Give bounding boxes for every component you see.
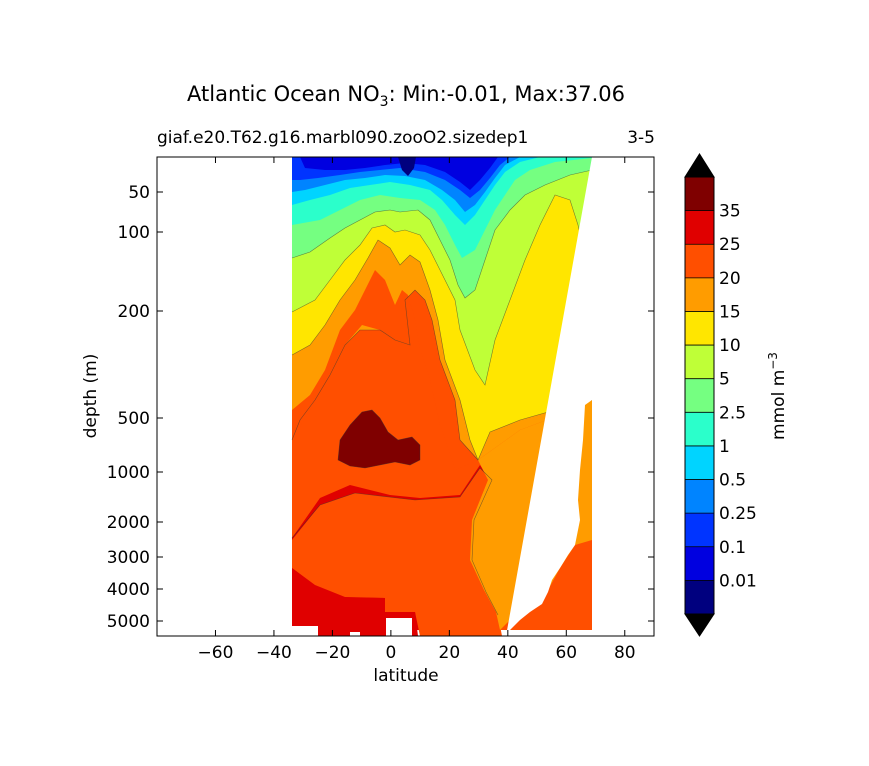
y-tick-label: 2000 <box>107 513 150 533</box>
x-tick-label: 60 <box>555 643 577 663</box>
colorbar-frame <box>684 176 715 615</box>
colorbar-tick-label: 25 <box>719 235 741 255</box>
colorbar-swatch <box>685 412 714 446</box>
x-tick-label: 40 <box>497 643 519 663</box>
x-axis-ticks: −60 −40 −20 0 20 40 60 80 <box>198 157 636 663</box>
colorbar-swatch <box>685 311 714 346</box>
x-tick-label: 0 <box>385 643 396 663</box>
x-axis-label: latitude <box>373 666 438 686</box>
y-axis-label: depth (m) <box>81 354 101 439</box>
contour-band-0.01-0.1 <box>300 157 498 190</box>
contour-band-below-0.01 <box>398 157 416 176</box>
x-tick-label: −40 <box>256 643 292 663</box>
colorbar-tick-label: 2.5 <box>719 403 746 423</box>
colorbar-label-superscript: −3 <box>766 352 780 370</box>
colorbar-extend-min <box>684 613 715 637</box>
colorbar-tick-label: 15 <box>719 302 741 322</box>
y-tick-label: 3000 <box>107 548 150 568</box>
colorbar-swatch <box>685 210 714 245</box>
contour-band-20-25-upper <box>292 270 478 470</box>
colorbar-swatch <box>685 345 714 379</box>
land-mask-north <box>506 157 654 636</box>
colorbar-swatch <box>685 546 714 581</box>
colorbar-swatch <box>685 244 714 278</box>
colorbar-tick-label: 0.1 <box>719 538 746 558</box>
contour-band-20-25-lower <box>292 468 502 636</box>
colorbar-swatch <box>685 513 714 547</box>
colorbar-tick-label: 0.01 <box>719 571 757 591</box>
y-tick-label: 200 <box>118 302 150 322</box>
colorbar-swatch <box>685 445 714 480</box>
colorbar-tick-label: 20 <box>719 269 741 289</box>
y-tick-label: 100 <box>118 223 150 243</box>
nitrate-contour-field <box>291 157 654 636</box>
x-tick-label: −20 <box>314 643 350 663</box>
colorbar-extend-max <box>684 153 715 178</box>
x-tick-label: −60 <box>198 643 234 663</box>
chart-subtitle-left: giaf.e20.T62.g16.marbl090.zooO2.sizedep1 <box>157 128 528 148</box>
land-mask-seafloor <box>292 618 412 636</box>
colorbar-swatch <box>685 580 714 614</box>
plot-area-frame <box>156 156 655 637</box>
colorbar-swatch <box>685 177 714 211</box>
y-tick-label: 4000 <box>107 580 150 600</box>
colorbar: 0.01 0.1 0.25 0.5 1 2.5 5 10 15 20 25 35 <box>684 153 757 637</box>
x-tick-label: 20 <box>439 643 461 663</box>
colorbar-tick-label: 35 <box>719 202 741 222</box>
contour-band-above-35 <box>338 410 420 468</box>
colorbar-tick-label: 0.5 <box>719 471 746 491</box>
y-tick-label: 5000 <box>107 612 150 632</box>
y-tick-label: 1000 <box>107 463 150 483</box>
chart-title-subscript: 3 <box>380 94 389 110</box>
colorbar-tick-label: 10 <box>719 336 741 356</box>
colorbar-tick-label: 0.25 <box>719 504 757 524</box>
colorbar-swatch <box>685 277 714 312</box>
colorbar-label: mmol m−3 <box>766 352 789 440</box>
chart-subtitle-right: 3-5 <box>627 128 655 148</box>
colorbar-tick-label: 1 <box>719 437 730 457</box>
x-tick-label: 80 <box>614 643 636 663</box>
colorbar-tick-label: 5 <box>719 370 730 390</box>
colorbar-swatch <box>685 378 714 413</box>
chart-title: Atlantic Ocean NO3: Min:-0.01, Max:37.06 <box>187 82 625 110</box>
y-axis-ticks: 50 100 200 500 1000 2000 3000 4000 5000 <box>107 183 654 632</box>
y-tick-label: 500 <box>118 409 150 429</box>
y-tick-label: 50 <box>128 183 150 203</box>
colorbar-swatch <box>685 479 714 514</box>
